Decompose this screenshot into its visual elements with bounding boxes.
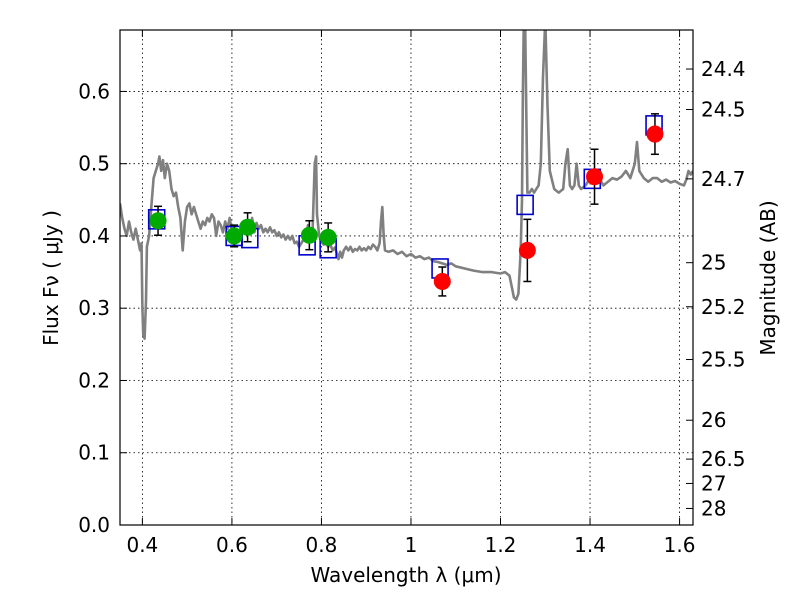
x-tick-label: 1.2	[485, 533, 517, 557]
right-y-axis-label: Magnitude (AB)	[756, 200, 780, 355]
plot-area	[120, 30, 693, 525]
right-tick-label: 25.5	[701, 348, 746, 372]
observed-point	[518, 241, 536, 259]
observed-point	[646, 125, 664, 143]
y-axis-label: Flux Fν ( μJy )	[39, 210, 63, 346]
spectrum-layer	[120, 30, 693, 340]
right-tick-label: 27	[701, 471, 726, 495]
observed-point	[239, 218, 257, 236]
x-tick-label: 1	[405, 533, 418, 557]
observed-point	[149, 212, 167, 230]
plot-frame	[119, 29, 694, 526]
right-tick-label: 24.4	[701, 57, 746, 81]
y-tick-label: 0.0	[78, 513, 110, 537]
ticks: 0.4 0.6 0.8 1 1.2 1.4 1.6 0.0 0.1 0.2 0.3 0.4 0.5 0.6…	[78, 30, 746, 557]
x-axis-label: Wavelength λ (μm)	[310, 563, 501, 587]
x-tick-label: 1.6	[664, 533, 696, 557]
right-tick-label: 25.2	[701, 295, 746, 319]
spectrum-line	[120, 30, 693, 340]
y-tick-label: 0.6	[78, 79, 110, 103]
x-tick-label: 0.8	[306, 533, 338, 557]
right-tick-label: 25	[701, 251, 726, 275]
grid	[120, 30, 693, 526]
right-tick-label: 24.5	[701, 97, 746, 121]
x-tick-label: 0.6	[216, 533, 248, 557]
y-tick-label: 0.2	[78, 368, 110, 392]
y-tick-label: 0.4	[78, 224, 110, 248]
observed-point	[433, 272, 451, 290]
y-tick-label: 0.5	[78, 152, 110, 176]
observed-point	[300, 226, 318, 244]
right-tick-label: 26	[701, 408, 726, 432]
observed-point	[225, 227, 243, 245]
y-tick-label: 0.1	[78, 441, 110, 465]
observed-point	[319, 228, 337, 246]
right-tick-label: 28	[701, 496, 726, 520]
marker-layer	[147, 113, 664, 297]
x-tick-label: 0.4	[126, 533, 158, 557]
right-tick-label: 26.5	[701, 447, 746, 471]
model-square-point	[516, 194, 534, 216]
observed-point	[586, 168, 604, 186]
x-tick-label: 1.4	[574, 533, 606, 557]
y-tick-label: 0.3	[78, 296, 110, 320]
right-tick-label: 24.7	[701, 167, 746, 191]
